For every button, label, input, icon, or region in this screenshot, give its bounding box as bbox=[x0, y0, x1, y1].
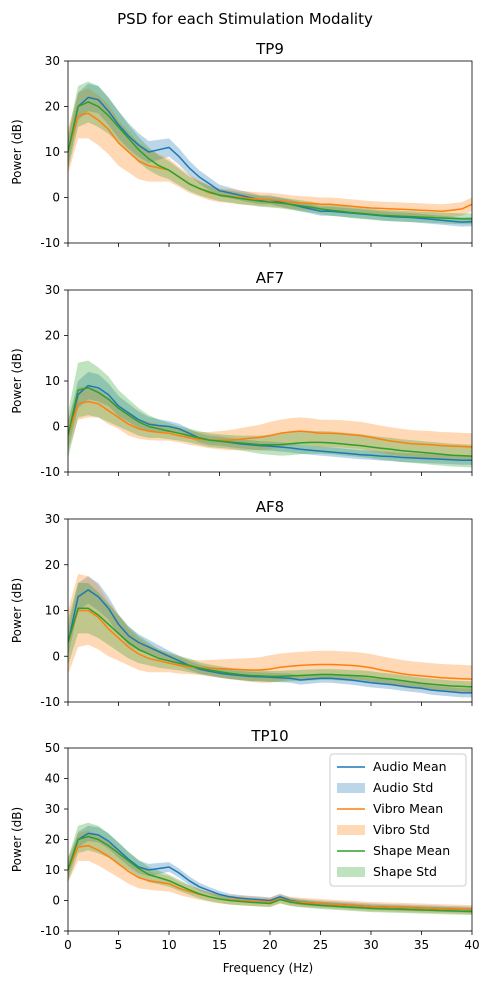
x-tick-label: 15 bbox=[212, 938, 227, 952]
y-tick-label: -10 bbox=[40, 924, 60, 938]
y-tick-label: 0 bbox=[52, 649, 60, 663]
y-tick-label: 0 bbox=[52, 894, 60, 908]
legend-label: Audio Mean bbox=[373, 759, 447, 774]
y-tick-label: 10 bbox=[45, 604, 60, 618]
y-axis-label: Power (dB) bbox=[10, 578, 24, 643]
vibro-std-band bbox=[68, 830, 472, 915]
panel-af8: -10 0 10 20 30 AF8 Power (dB) bbox=[10, 498, 473, 709]
legend-frame bbox=[329, 753, 467, 887]
shape-mean-line bbox=[68, 101, 472, 220]
vibro-mean-line bbox=[68, 112, 472, 212]
y-tick-label: 30 bbox=[45, 54, 60, 68]
y-tick-label: 0 bbox=[52, 191, 60, 205]
x-tick-label: 25 bbox=[313, 938, 328, 952]
legend: Audio Mean Audio Std Vibro Mean Vibro Std Sh… bbox=[329, 753, 467, 887]
panel-title: TP9 bbox=[255, 40, 284, 58]
shape-mean-line bbox=[68, 835, 472, 913]
y-tick-label: 30 bbox=[45, 283, 60, 297]
panel-tp10: 0 5 10 15 20 25 30 35 40 -10 0 10 20 30 40 50 TP10 Power … bbox=[10, 727, 480, 952]
y-tick-label: 40 bbox=[45, 772, 60, 786]
y-axis-label: Power (dB) bbox=[10, 807, 24, 872]
shape-std-band bbox=[68, 81, 472, 225]
audio-std-band bbox=[68, 576, 472, 698]
legend-label: Shape Std bbox=[373, 864, 437, 879]
y-tick-label: 10 bbox=[45, 863, 60, 877]
plot-area bbox=[68, 822, 472, 916]
y-tick-label: -10 bbox=[40, 465, 60, 479]
shape-mean-line bbox=[68, 607, 472, 688]
y-tick-label: 10 bbox=[45, 145, 60, 159]
y-tick-label: 30 bbox=[45, 512, 60, 526]
legend-label: Vibro Std bbox=[373, 822, 430, 837]
vibro-std-band bbox=[68, 88, 472, 218]
x-tick-label: 30 bbox=[363, 938, 378, 952]
vibro-std-band bbox=[68, 385, 472, 461]
legend-patch-swatch bbox=[337, 867, 365, 877]
y-axis-label: Power (dB) bbox=[10, 119, 24, 184]
y-tick-label: 30 bbox=[45, 802, 60, 816]
plot-area bbox=[68, 573, 472, 698]
y-tick-label: 10 bbox=[45, 374, 60, 388]
x-tick-label: 10 bbox=[161, 938, 176, 952]
shape-std-band bbox=[68, 822, 472, 916]
x-tick-label: 0 bbox=[64, 938, 72, 952]
panel-title: TP10 bbox=[250, 727, 288, 745]
legend-patch-swatch bbox=[337, 783, 365, 793]
plot-area bbox=[68, 360, 472, 468]
legend-label: Audio Std bbox=[373, 780, 433, 795]
legend-label: Shape Mean bbox=[373, 843, 450, 858]
shape-std-band bbox=[68, 583, 472, 693]
y-tick-label: 0 bbox=[52, 420, 60, 434]
y-tick-label: -10 bbox=[40, 695, 60, 709]
legend-patch-swatch bbox=[337, 825, 365, 835]
x-tick-label: 40 bbox=[464, 938, 479, 952]
y-tick-label: 50 bbox=[45, 741, 60, 755]
y-tick-label: 20 bbox=[45, 558, 60, 572]
x-axis-label: Frequency (Hz) bbox=[223, 961, 314, 975]
vibro-mean-line bbox=[68, 400, 472, 448]
audio-mean-line bbox=[68, 384, 472, 461]
x-tick-label: 35 bbox=[414, 938, 429, 952]
y-tick-label: 20 bbox=[45, 329, 60, 343]
panel-title: AF8 bbox=[256, 498, 284, 516]
legend-label: Vibro Mean bbox=[373, 801, 443, 816]
vibro-mean-line bbox=[68, 609, 472, 680]
x-tick-label: 5 bbox=[115, 938, 123, 952]
panel-tp9: -10 0 10 20 30 TP9 Power (dB) bbox=[10, 40, 473, 250]
audio-mean-line bbox=[68, 589, 472, 694]
shape-mean-line bbox=[68, 387, 472, 457]
panels: -10 0 10 20 30 TP9 Power (dB) -10 0 10 20 30 AF7 Powe… bbox=[10, 40, 480, 952]
panel-af7: -10 0 10 20 30 AF7 Power (dB) bbox=[10, 269, 473, 479]
y-tick-label: 20 bbox=[45, 833, 60, 847]
panel-title: AF7 bbox=[256, 269, 284, 287]
y-axis-label: Power (dB) bbox=[10, 348, 24, 413]
y-tick-label: 20 bbox=[45, 100, 60, 114]
x-tick-label: 20 bbox=[262, 938, 277, 952]
audio-std-band bbox=[68, 83, 472, 227]
plot-area bbox=[68, 81, 472, 227]
vibro-mean-line bbox=[68, 844, 472, 911]
y-tick-label: -10 bbox=[40, 236, 60, 250]
figure-title: PSD for each Stimulation Modality bbox=[117, 10, 373, 28]
shape-std-band bbox=[68, 360, 472, 468]
